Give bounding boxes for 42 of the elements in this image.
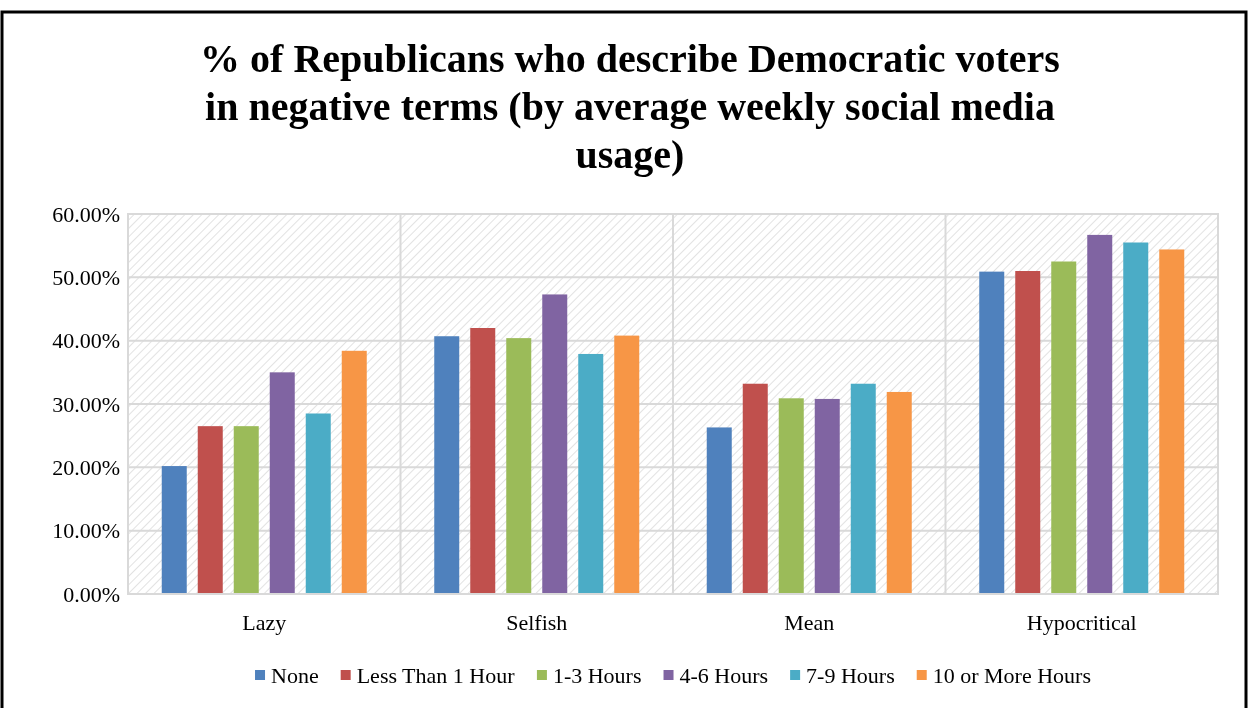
y-tick-label: 20.00% bbox=[52, 455, 120, 481]
x-tick-label: Lazy bbox=[242, 610, 287, 635]
bar bbox=[305, 413, 331, 594]
y-tick-label: 40.00% bbox=[52, 328, 120, 354]
bar bbox=[706, 427, 732, 594]
bar bbox=[233, 426, 259, 594]
legend-label: 7-9 Hours bbox=[806, 662, 895, 688]
legend-label: None bbox=[271, 662, 319, 688]
bar bbox=[578, 353, 604, 594]
bar bbox=[542, 294, 568, 594]
chart-title: % of Republicans who describe Democratic voters in negative terms (by average weekly social media usage) bbox=[200, 36, 1060, 177]
bar bbox=[814, 398, 840, 594]
bar bbox=[470, 328, 496, 594]
bar bbox=[850, 383, 876, 594]
bar bbox=[979, 271, 1005, 594]
bar bbox=[197, 426, 223, 594]
y-tick-label: 10.00% bbox=[52, 518, 120, 544]
legend-label: 4-6 Hours bbox=[679, 662, 769, 688]
bar bbox=[269, 372, 295, 594]
bar bbox=[1123, 242, 1149, 594]
y-tick-label: 0.00% bbox=[63, 581, 120, 607]
x-tick-label: Hypocritical bbox=[1026, 610, 1137, 635]
bar bbox=[1015, 271, 1041, 594]
y-tick-label: 50.00% bbox=[52, 265, 120, 291]
bar bbox=[778, 398, 804, 594]
y-tick-label: 30.00% bbox=[52, 391, 120, 417]
y-tick-label: 60.00% bbox=[52, 201, 120, 227]
x-tick-label: Selfish bbox=[506, 610, 568, 635]
bar bbox=[434, 336, 460, 594]
bar bbox=[1051, 261, 1077, 594]
bar bbox=[161, 466, 187, 594]
legend-label: Less Than 1 Hour bbox=[356, 662, 516, 688]
legend-label: 10 or More Hours bbox=[932, 662, 1091, 688]
bar bbox=[1159, 249, 1185, 594]
bar bbox=[742, 383, 768, 594]
bar bbox=[1087, 234, 1113, 594]
legend-label: 1-3 Hours bbox=[552, 662, 642, 688]
bar bbox=[614, 335, 640, 594]
bar bbox=[886, 391, 912, 594]
x-tick-label: Mean bbox=[784, 610, 835, 635]
bar bbox=[341, 350, 367, 594]
bar bbox=[506, 338, 532, 594]
